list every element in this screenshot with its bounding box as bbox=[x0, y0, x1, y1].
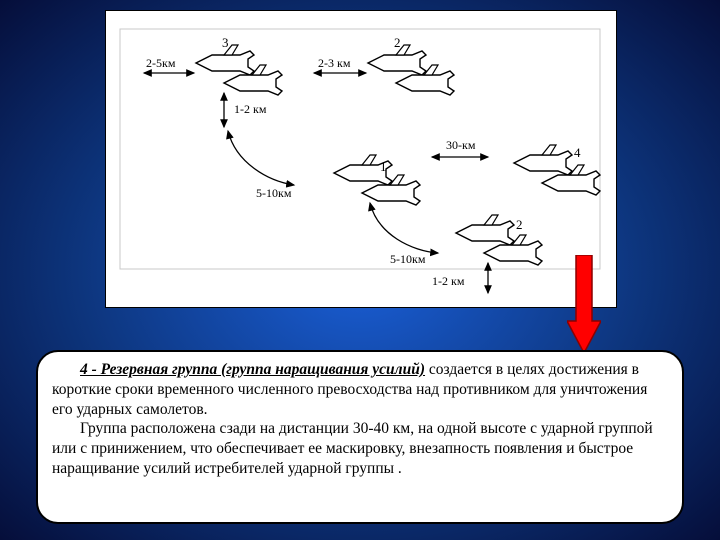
plane-number-label: 2 bbox=[516, 217, 523, 232]
callout-para-2: Группа расположена сзади на дистанции 30… bbox=[52, 419, 668, 478]
distance-label: 5-10км bbox=[256, 186, 292, 200]
plane-icon bbox=[456, 215, 514, 245]
description-callout: 4 - Резервная группа (группа наращивания… bbox=[36, 350, 684, 524]
diagram-panel: 3 2 1 4 2 2-5км 2-3 км 1-2 км 5-10км 30-км 5-10км… bbox=[105, 10, 617, 308]
plane-number-label: 4 bbox=[574, 145, 581, 160]
highlight-arrow-group-4 bbox=[567, 255, 601, 353]
distance-label: 1-2 км bbox=[432, 274, 465, 288]
distance-label: 30-км bbox=[446, 138, 476, 152]
distance-label: 2-3 км bbox=[318, 56, 351, 70]
plane-number-label: 3 bbox=[222, 35, 229, 50]
distance-label: 5-10км bbox=[390, 252, 426, 266]
callout-lead: 4 - Резервная группа (группа наращивания… bbox=[80, 361, 425, 378]
slide-background: 3 2 1 4 2 2-5км 2-3 км 1-2 км 5-10км 30-км 5-10км… bbox=[0, 0, 720, 540]
plane-number-label: 2 bbox=[394, 35, 401, 50]
distance-label: 1-2 км bbox=[234, 102, 267, 116]
distance-label: 2-5км bbox=[146, 56, 176, 70]
callout-para-1: 4 - Резервная группа (группа наращивания… bbox=[52, 360, 668, 419]
distance-arrow bbox=[370, 203, 438, 253]
distance-arrow bbox=[228, 131, 294, 185]
planes-layer: 3 2 1 4 2 bbox=[196, 35, 600, 265]
diagram-svg: 3 2 1 4 2 2-5км 2-3 км 1-2 км 5-10км 30-км 5-10км… bbox=[106, 11, 616, 307]
diagram-inner-border bbox=[120, 29, 600, 269]
plane-number-label: 1 bbox=[380, 159, 387, 174]
plane-icon bbox=[514, 145, 572, 175]
